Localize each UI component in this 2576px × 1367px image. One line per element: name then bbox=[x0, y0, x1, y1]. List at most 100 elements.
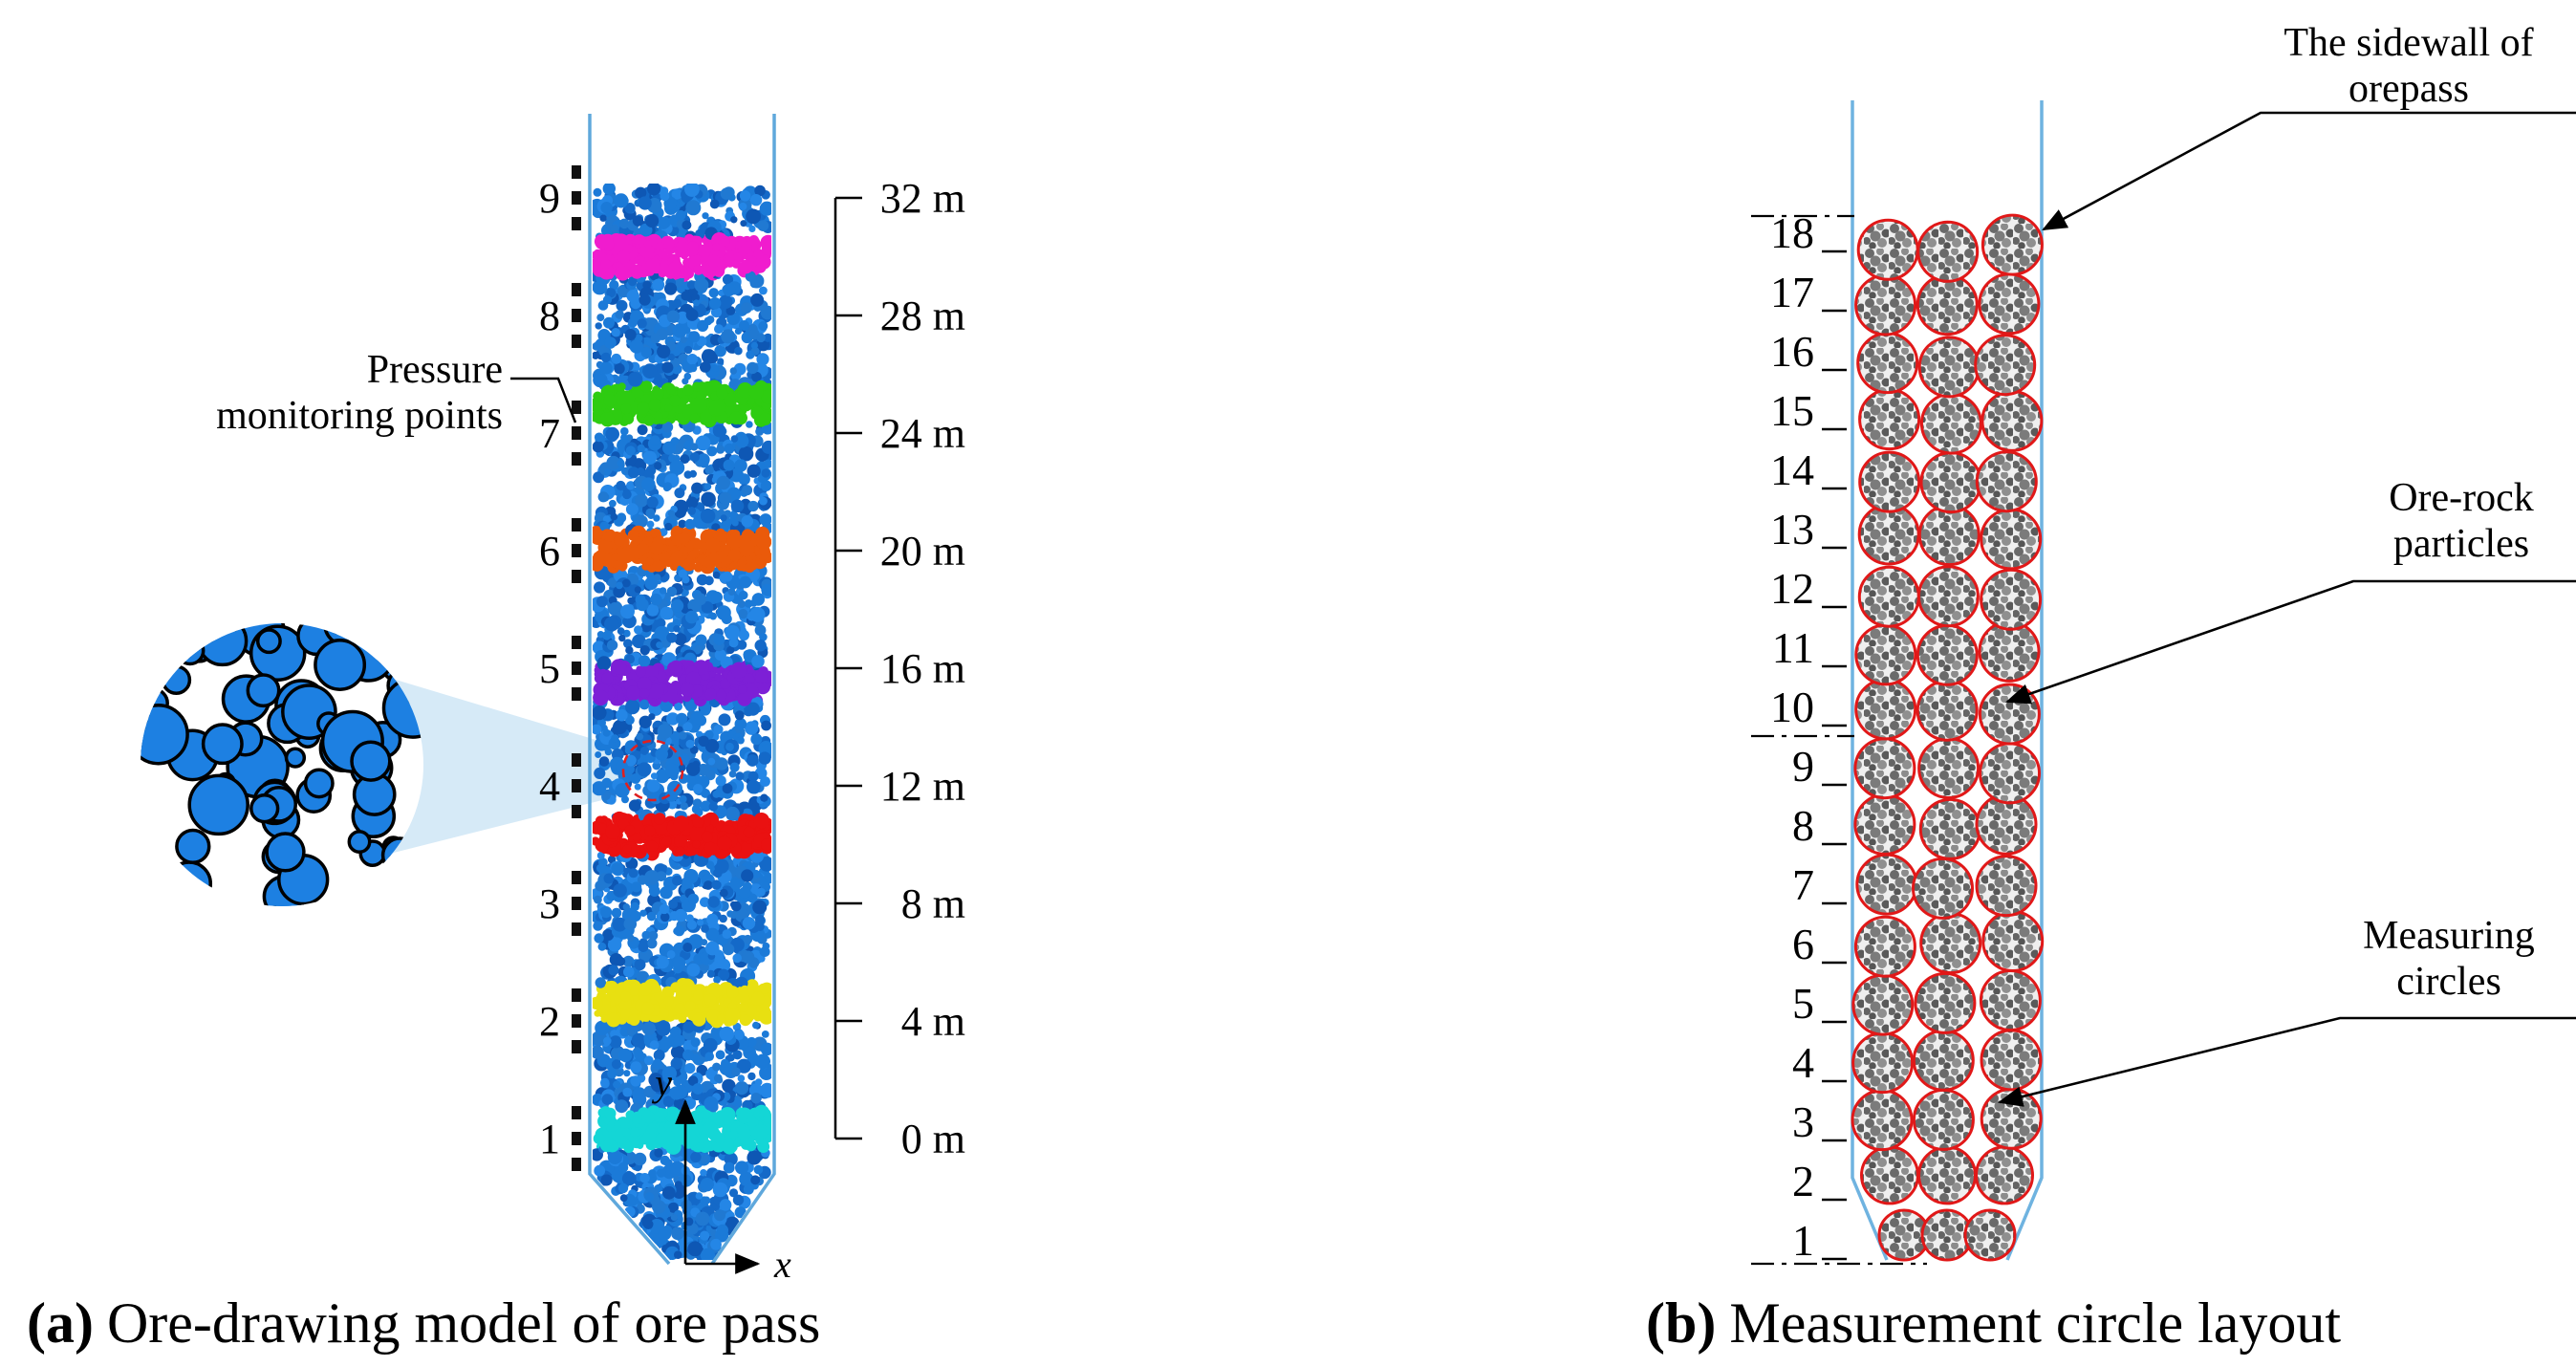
monitor-point-number: 8 bbox=[539, 293, 560, 339]
measuring-circle bbox=[1917, 336, 1981, 399]
pressure-tick-dash bbox=[572, 687, 581, 701]
pressure-tick-dash bbox=[572, 570, 581, 583]
ruler-label: 16 m bbox=[880, 645, 965, 692]
measuring-circle bbox=[1851, 1031, 1915, 1095]
ruler-label: 4 m bbox=[901, 998, 965, 1045]
monitor-point-number: 2 bbox=[539, 998, 560, 1045]
measuring-circle bbox=[1914, 971, 1977, 1034]
measuring-circle bbox=[1916, 220, 1980, 283]
measuring-circle bbox=[1857, 503, 1920, 566]
pressure-tick-dash bbox=[572, 283, 581, 296]
ruler-label: 8 m bbox=[901, 880, 965, 927]
pressure-monitoring-ticks bbox=[572, 165, 581, 1171]
pressure-tick-dash bbox=[572, 165, 581, 179]
row-number: 11 bbox=[1772, 623, 1814, 672]
sidewall-leader-arrow bbox=[2042, 111, 2576, 231]
measuring-circle bbox=[1919, 451, 1982, 514]
row-number: 2 bbox=[1792, 1157, 1814, 1205]
row-number: 5 bbox=[1792, 979, 1814, 1028]
annotation-sidewall: The sidewall of orepass bbox=[2042, 21, 2576, 231]
pressure-tick-dash bbox=[572, 518, 581, 532]
row-numbers: 18 17 16 15 14 13 12 11 10 9 8 7 6 5 4 3 2 1 bbox=[1770, 208, 1847, 1265]
pressure-tick-dash bbox=[572, 662, 581, 675]
ruler-label: 28 m bbox=[880, 293, 965, 339]
x-axis-label: x bbox=[773, 1243, 791, 1286]
pressure-tick-dash bbox=[572, 636, 581, 649]
pressure-label-line2: monitoring points bbox=[216, 394, 503, 438]
pressure-tick-dash bbox=[572, 871, 581, 884]
measuring-circle bbox=[1981, 213, 2044, 276]
measuring-circle bbox=[1857, 565, 1920, 628]
pressure-tick-dash bbox=[572, 1132, 581, 1145]
measuring-circle bbox=[1854, 623, 1917, 686]
measuring-circle bbox=[1979, 742, 2041, 805]
orepass-wall-left bbox=[588, 114, 671, 1266]
pressure-tick-dash bbox=[572, 1040, 581, 1053]
row-number: 18 bbox=[1770, 208, 1814, 257]
measuring-circle bbox=[1917, 737, 1981, 799]
pressure-tick-dash bbox=[572, 426, 581, 440]
pressure-tick-dash bbox=[572, 922, 581, 936]
measuring-circle bbox=[1981, 389, 2044, 452]
pressure-tick-dash bbox=[572, 401, 581, 414]
row-number: 14 bbox=[1770, 445, 1814, 494]
magnifier-cone bbox=[379, 677, 621, 857]
pressure-tick-dash bbox=[572, 1106, 581, 1119]
measuring-circle bbox=[1916, 679, 1979, 742]
height-ruler: 32 m 28 m 24 m 20 m 16 m 12 m 8 m 4 m 0 m bbox=[833, 175, 965, 1162]
ruler-ticks bbox=[835, 196, 862, 1140]
measuring-circles bbox=[1851, 213, 2045, 1262]
sample-region-circle bbox=[621, 739, 684, 802]
measuring-circle bbox=[1980, 508, 2043, 571]
monitor-point-number: 4 bbox=[539, 763, 560, 810]
pressure-tick-dash bbox=[572, 988, 581, 1002]
ore-column-fill bbox=[593, 184, 771, 1260]
ore-rock-label-line2: particles bbox=[2393, 522, 2529, 566]
caption-a-label: (a) bbox=[27, 1291, 94, 1355]
pressure-tick-dash bbox=[572, 544, 581, 557]
pressure-tick-dash bbox=[572, 309, 581, 322]
row-number: 8 bbox=[1792, 801, 1814, 850]
ruler-label: 24 m bbox=[880, 410, 965, 457]
orepass-b-wall-left bbox=[1851, 100, 1889, 1261]
measuring-circle bbox=[1980, 1029, 2043, 1092]
pressure-label: Pressure monitoring points bbox=[216, 348, 577, 438]
pressure-tick-dash bbox=[572, 779, 581, 792]
measuring-circle bbox=[1858, 450, 1921, 513]
measuring-circle bbox=[1855, 853, 1918, 916]
row-number: 3 bbox=[1792, 1097, 1814, 1146]
monitor-point-number: 9 bbox=[539, 175, 560, 222]
caption-b: (b) Measurement circle layout bbox=[1646, 1291, 2341, 1355]
pressure-tick-dash bbox=[572, 805, 581, 818]
measuring-circle bbox=[1916, 273, 1979, 336]
measuring-circle bbox=[1912, 857, 1974, 920]
measuring-circle bbox=[1916, 623, 1979, 686]
measuring-circle bbox=[1851, 973, 1915, 1036]
measuring-label-line1: Measuring bbox=[2363, 914, 2535, 958]
pressure-tick-dash bbox=[572, 452, 581, 466]
pressure-tick-dash bbox=[572, 217, 581, 230]
caption-a-text: Ore-drawing model of ore pass bbox=[107, 1291, 820, 1355]
ruler-labels: 32 m 28 m 24 m 20 m 16 m 12 m 8 m 4 m 0 m bbox=[880, 175, 965, 1162]
measuring-circle bbox=[1858, 388, 1921, 451]
y-axis-label: y bbox=[651, 1061, 672, 1104]
measuring-circle bbox=[1851, 1089, 1914, 1152]
ore-rock-leader-arrow bbox=[2004, 579, 2576, 705]
monitor-point-number: 6 bbox=[539, 528, 560, 575]
measuring-circle bbox=[1975, 1145, 2034, 1205]
ore-rock-label-line1: Ore-rock bbox=[2389, 476, 2534, 520]
measuring-circle bbox=[1860, 1145, 1919, 1205]
measuring-circle bbox=[1856, 332, 1919, 395]
measuring-circle bbox=[1979, 969, 2042, 1031]
measuring-circle bbox=[1917, 1145, 1977, 1205]
monitor-point-number: 7 bbox=[539, 410, 560, 457]
row-number: 17 bbox=[1770, 268, 1814, 316]
measuring-circle bbox=[1975, 450, 2038, 513]
annotation-ore-rock: Ore-rock particles bbox=[2004, 476, 2576, 705]
measuring-circle bbox=[1854, 273, 1917, 336]
panel-a: 9 8 7 6 5 4 3 2 1 32 m 28 m 24 m 20 m 16 m 12 m 8 m 4 m… bbox=[141, 114, 965, 1286]
orepass-b-wall-right bbox=[2005, 100, 2044, 1261]
pressure-label-line1: Pressure bbox=[367, 348, 503, 392]
pressure-tick-dash bbox=[572, 1014, 581, 1028]
